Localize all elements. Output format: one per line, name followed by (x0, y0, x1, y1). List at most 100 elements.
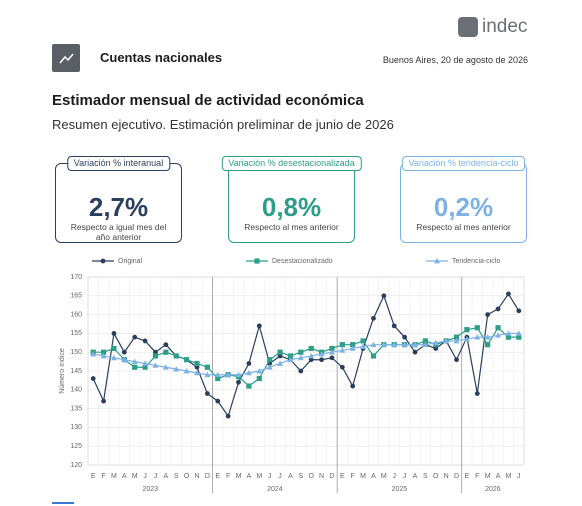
x-tick-label: O (308, 473, 314, 480)
x-tick-label: J (278, 473, 282, 480)
card-label: Variación % desestacionalizada (221, 156, 362, 171)
chart: 120 125 130 135 140 145 150 155 160 165 170 2023 202… (59, 258, 525, 493)
data-point (515, 330, 522, 336)
data-point (267, 357, 273, 363)
data-point (121, 356, 128, 363)
data-point (111, 345, 117, 352)
x-tick-label: M (132, 473, 138, 480)
data-point (453, 334, 460, 340)
x-tick-label: N (319, 473, 324, 480)
x-tick-label: E (340, 473, 345, 480)
data-point (214, 371, 221, 378)
x-tick-label: J (268, 473, 272, 480)
data-point (505, 330, 512, 336)
data-point (464, 327, 470, 333)
data-point (225, 371, 232, 378)
data-point (100, 349, 107, 355)
title: Estimador mensual de actividad económica (52, 92, 364, 109)
data-point (516, 308, 522, 314)
card-value: 0,8% (261, 192, 322, 222)
section-glyph (59, 53, 74, 64)
data-point (163, 342, 169, 348)
x-tick-label: F (226, 473, 230, 480)
data-point (454, 357, 459, 363)
x-tick-label: S (174, 473, 179, 480)
data-point (246, 361, 252, 366)
data-point (256, 375, 262, 382)
x-tick-label: M (485, 473, 491, 480)
logo-text: indec (482, 16, 528, 37)
data-point (204, 371, 211, 378)
data-point (432, 339, 439, 346)
data-point (422, 341, 429, 348)
data-point (350, 383, 356, 389)
y-tick-label: 125 (70, 443, 82, 450)
year-label: 2025 (392, 486, 408, 493)
y-tick-label: 165 (70, 293, 82, 300)
data-point (142, 364, 148, 370)
data-point (349, 345, 356, 351)
data-point (380, 341, 387, 348)
data-point (391, 323, 397, 329)
data-point (474, 334, 481, 340)
data-point (298, 368, 304, 374)
data-point (90, 351, 97, 357)
x-tick-label: J (143, 473, 147, 480)
x-tick-label: O (184, 473, 190, 480)
date: Buenos Aires, 20 de agosto de 2026 (382, 55, 528, 65)
subtitle: Resumen ejecutivo. Estimación preliminar… (52, 117, 394, 132)
data-point (360, 338, 366, 344)
data-point (152, 353, 159, 359)
card-label: Variación % interanual (66, 156, 171, 171)
data-point (183, 368, 190, 374)
data-point (235, 371, 242, 378)
data-point (484, 334, 491, 340)
x-tick-label: J (154, 473, 158, 480)
legend-marker (100, 258, 106, 264)
y-tick-label: 160 (70, 311, 82, 318)
data-point (402, 334, 408, 340)
x-tick-label: N (444, 473, 449, 480)
data-point (339, 364, 345, 370)
x-tick-label: F (475, 473, 479, 480)
data-point (246, 383, 252, 389)
year-label: 2023 (142, 486, 158, 493)
data-point (505, 334, 512, 340)
y-tick-label: 155 (70, 330, 82, 337)
data-point (173, 366, 180, 372)
x-tick-label: A (496, 473, 501, 480)
data-point (194, 360, 200, 367)
data-point (215, 398, 221, 404)
data-point (370, 341, 377, 348)
data-point (297, 354, 304, 361)
card: Variación % desestacionalizada 0,8% Resp… (221, 156, 362, 243)
x-tick-label: N (194, 473, 199, 480)
y-tick-label: 170 (70, 274, 82, 281)
legend-label: Tendencia-ciclo (452, 258, 500, 265)
data-point (495, 325, 501, 331)
data-point (132, 334, 138, 340)
data-point (245, 369, 252, 376)
data-point (236, 379, 241, 385)
data-point (485, 342, 491, 348)
x-tick-label: S (298, 473, 303, 480)
year-label: 2026 (485, 486, 501, 493)
card: Variación % interanual 2,7% Respecto a i… (55, 156, 182, 243)
year-label: 2024 (267, 486, 283, 493)
data-point (100, 352, 107, 359)
data-point (204, 391, 210, 396)
data-point (121, 349, 127, 355)
x-tick-label: F (351, 473, 355, 480)
series-line (93, 332, 519, 376)
data-point (422, 338, 428, 344)
data-point (308, 352, 315, 359)
footer-rule (52, 502, 74, 504)
data-point (142, 360, 149, 366)
data-point (308, 345, 314, 352)
data-point (381, 293, 387, 299)
logo: indec (458, 16, 527, 38)
data-point (287, 356, 294, 363)
x-tick-label: M (111, 473, 117, 480)
data-point (131, 358, 138, 364)
